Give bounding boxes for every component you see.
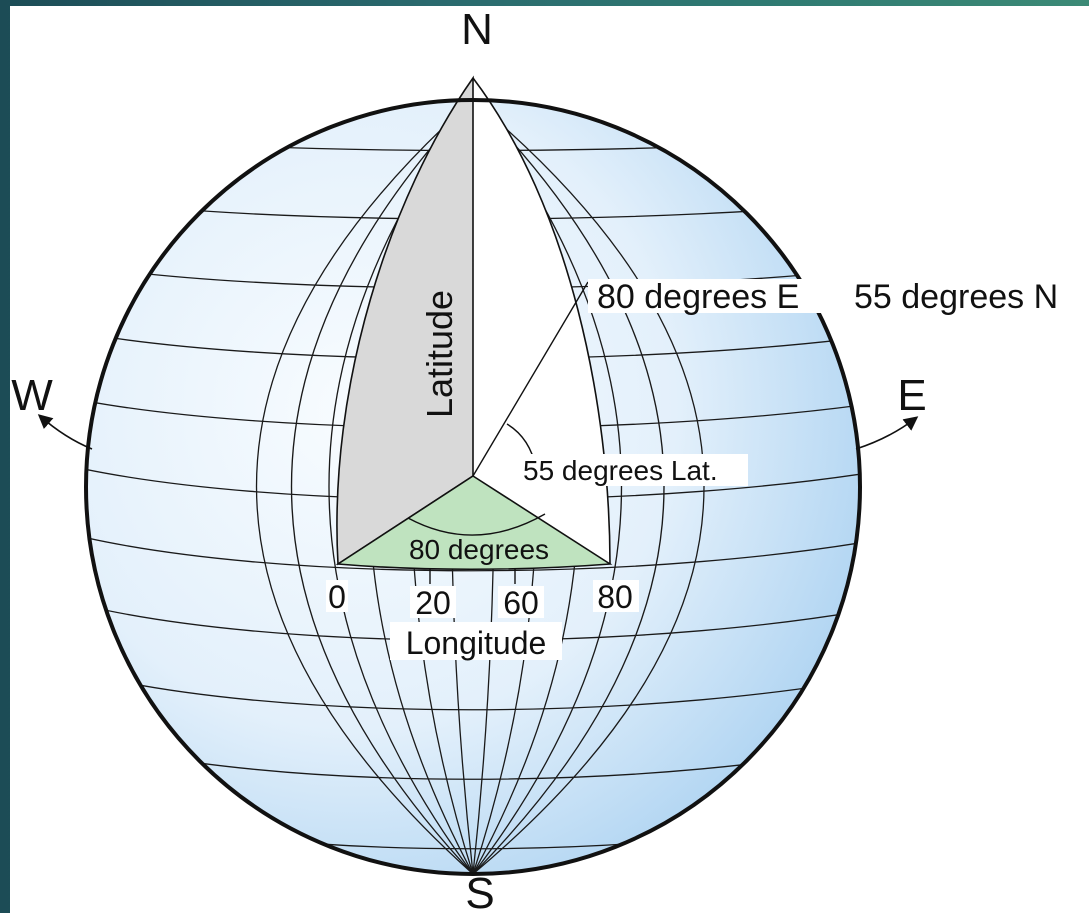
latitude-angle-label-bg: [518, 454, 748, 486]
west-rotation-arrow: [37, 414, 93, 450]
tick-60-bg: [498, 586, 544, 618]
diagram-canvas: N S W E Latitude 80 degrees E 55 degrees…: [10, 6, 1089, 913]
cutaway-region: [473, 78, 610, 564]
longitude-label: Longitude: [406, 625, 547, 661]
longitude-tick-80: 80: [597, 579, 633, 615]
east-rotation-arrow: [855, 416, 919, 450]
longitude-tick-marks: [429, 568, 516, 584]
longitude-angle-arc: [407, 513, 546, 536]
tick-0-bg: [326, 580, 348, 612]
tick-20-bg: [410, 586, 456, 618]
globe-outline: [84, 98, 862, 876]
longitude-label-bg: [390, 622, 562, 660]
south-label: S: [465, 869, 494, 913]
longitude-angle-label: 80 degrees: [409, 534, 549, 565]
tick-80-bg: [593, 580, 639, 612]
longitude-tick-20: 20: [415, 585, 451, 621]
longitude-tick-0: 0: [328, 579, 346, 615]
latitude-label: Latitude: [419, 290, 460, 418]
latitude-wedge: [336, 75, 474, 566]
west-label: W: [11, 371, 53, 420]
north-label: N: [461, 6, 493, 54]
meridian-80-edge: [472, 77, 611, 565]
east-label: E: [897, 371, 926, 420]
point-label-bg: [588, 279, 828, 313]
longitude-wedge: [335, 475, 613, 571]
point-latitude-label: 55 degrees N: [854, 278, 1058, 316]
longitude-tick-60: 60: [503, 585, 539, 621]
latitude-angle-label: 55 degrees Lat.: [523, 455, 718, 486]
radius-to-point: [472, 281, 589, 477]
point-longitude-label: 80 degrees E: [597, 278, 799, 316]
globe-diagram: N S W E Latitude 80 degrees E 55 degrees…: [11, 6, 1058, 913]
